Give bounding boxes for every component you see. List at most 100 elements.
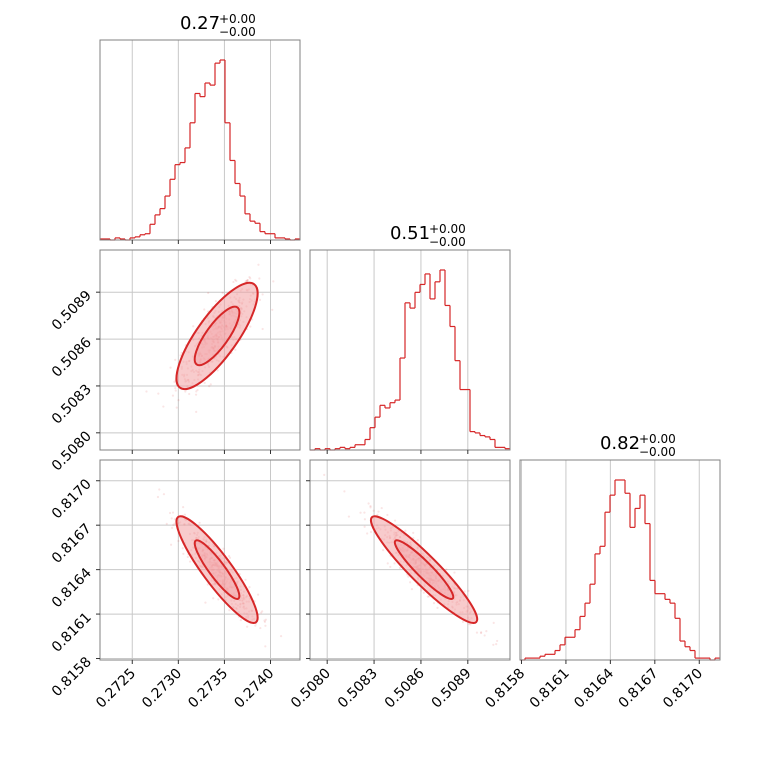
title-plus: +0.00 xyxy=(429,222,466,236)
x-tick-label: 0.8161 xyxy=(527,666,573,712)
contour-inner xyxy=(193,539,241,600)
sample-point xyxy=(177,399,180,402)
sample-point xyxy=(453,571,456,574)
title-minus: −0.00 xyxy=(219,25,256,39)
sample-point xyxy=(246,625,249,628)
sample-point xyxy=(359,511,362,514)
sample-point xyxy=(173,518,176,521)
sample-point xyxy=(279,635,283,638)
panel-background xyxy=(520,460,720,660)
title-plus: +0.00 xyxy=(219,12,256,26)
contour-inner xyxy=(393,539,455,600)
x-tick-label: 0.2725 xyxy=(93,666,139,712)
sample-point xyxy=(426,595,429,598)
sample-point xyxy=(173,522,176,525)
sample-point xyxy=(248,276,251,279)
x-tick-label: 0.5080 xyxy=(288,666,334,712)
panel-frame xyxy=(309,459,511,661)
density-layer xyxy=(323,473,499,646)
sample-point xyxy=(203,308,206,311)
panels: 0.81580.81610.81640.81670.81700.50800.50… xyxy=(49,39,721,712)
sample-point xyxy=(157,392,160,395)
sample-point xyxy=(204,601,207,604)
x-tick-label: 0.2735 xyxy=(185,666,231,712)
sample-point xyxy=(207,291,210,295)
sample-point xyxy=(244,280,247,283)
y-tick-label: 0.5086 xyxy=(49,335,95,381)
sample-point xyxy=(376,513,379,516)
sample-point xyxy=(254,624,257,627)
sample-point xyxy=(272,280,275,283)
sample-point xyxy=(212,597,215,600)
sample-point xyxy=(180,351,183,354)
sample-point xyxy=(258,277,261,280)
sample-point xyxy=(432,602,436,605)
sample-point xyxy=(203,381,206,385)
sample-point xyxy=(412,536,415,540)
sample-point xyxy=(422,591,425,594)
sample-point xyxy=(369,530,373,534)
panel-frame xyxy=(309,249,511,451)
sample-point xyxy=(407,575,410,578)
sample-point xyxy=(228,556,232,559)
sample-point xyxy=(463,590,466,593)
sample-point xyxy=(386,562,389,565)
histogram-panel-1 xyxy=(99,39,301,244)
sample-point xyxy=(234,278,237,281)
sample-point xyxy=(264,618,267,621)
sample-point xyxy=(343,490,346,493)
title-minus: −0.00 xyxy=(639,445,676,459)
sample-point xyxy=(168,511,172,515)
sample-point xyxy=(366,532,369,535)
sample-point xyxy=(171,511,175,514)
x-tick-label: 0.8158 xyxy=(482,666,528,712)
sample-point xyxy=(363,518,366,521)
sample-point xyxy=(467,622,470,626)
title-plus: +0.00 xyxy=(639,432,676,446)
scatter-panel-1-3: 0.2725 0.2730 0.2735 0.27400.81580.81610.81… xyxy=(49,459,301,712)
x-tick-label: 0.5086 xyxy=(382,665,428,711)
sample-point xyxy=(235,279,238,282)
contour-outer xyxy=(175,515,259,624)
sample-point xyxy=(347,515,351,518)
x-tick-label: 0.5083 xyxy=(335,666,381,712)
sample-point xyxy=(467,589,470,592)
title-param-2: 0.51 xyxy=(390,223,430,244)
sample-point xyxy=(475,631,479,634)
sample-point xyxy=(174,358,177,361)
title-value: 0.27 xyxy=(180,13,220,34)
title-value: 0.51 xyxy=(390,223,430,244)
sample-point xyxy=(409,581,412,584)
panel-frame xyxy=(99,459,301,661)
sample-point xyxy=(214,300,217,303)
contour-inner xyxy=(193,305,241,367)
sample-point xyxy=(182,506,185,509)
sample-point xyxy=(377,510,380,513)
sample-point xyxy=(393,519,397,522)
x-tick-label: 0.2740 xyxy=(231,666,277,712)
x-tick-label: 0.8170 xyxy=(660,666,706,712)
sample-point xyxy=(261,293,264,296)
histogram-bars xyxy=(310,269,510,451)
sample-point xyxy=(170,526,174,529)
contour-outer xyxy=(175,281,259,391)
sample-point xyxy=(469,623,472,626)
sample-point xyxy=(216,369,219,372)
panel-frame xyxy=(99,39,301,241)
sample-point xyxy=(217,598,220,601)
sample-point xyxy=(169,543,173,546)
sample-point xyxy=(206,583,209,586)
sample-point xyxy=(369,506,372,509)
sample-point xyxy=(174,389,177,392)
sample-point xyxy=(208,384,211,388)
sample-point xyxy=(172,523,175,526)
sample-point xyxy=(188,392,191,396)
sample-point xyxy=(398,566,402,570)
sample-point xyxy=(244,578,247,581)
sample-point xyxy=(162,493,166,496)
sample-point xyxy=(363,525,366,528)
sample-point xyxy=(181,547,184,550)
sample-point xyxy=(445,568,448,571)
sample-point xyxy=(145,390,148,393)
